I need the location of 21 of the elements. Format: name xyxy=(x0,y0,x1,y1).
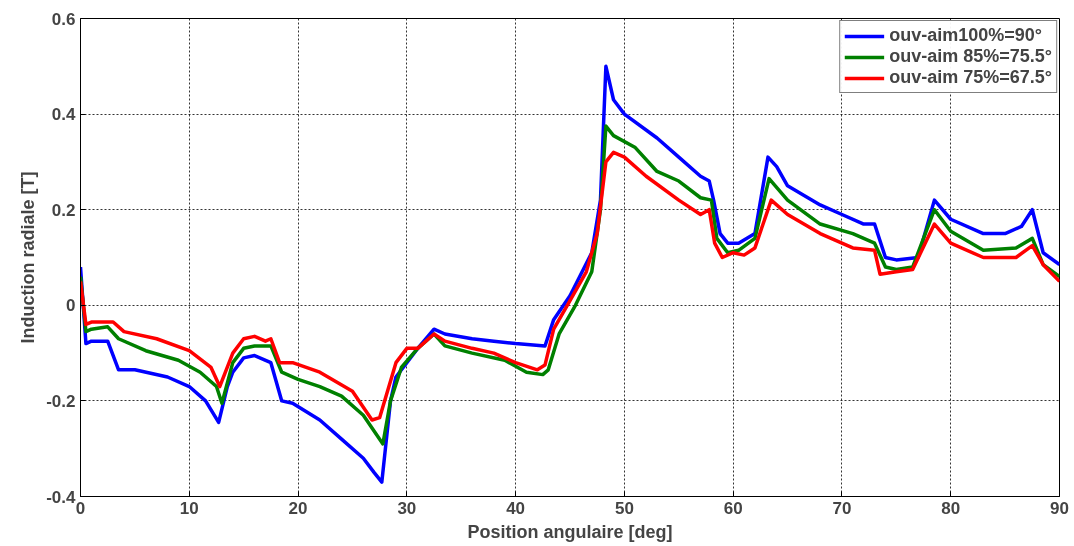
x-axis-title: Position angulaire [deg] xyxy=(467,521,673,542)
y-tick-label: 0.4 xyxy=(51,105,77,125)
x-tick-label: 40 xyxy=(506,498,526,518)
x-tick-label: 10 xyxy=(179,498,199,518)
legend-label: ouv-aim100%=90° xyxy=(889,25,1042,46)
x-tick-label: 60 xyxy=(723,498,743,518)
x-tick-label: 50 xyxy=(614,498,634,518)
legend-label: ouv-aim 75%=67.5° xyxy=(889,67,1052,88)
x-tick-label: 30 xyxy=(397,498,417,518)
y-axis-title: Induction radiale [T] xyxy=(18,171,39,344)
line-series xyxy=(80,150,1060,422)
x-tick-label: 90 xyxy=(1050,498,1069,518)
y-tick-label: -0.2 xyxy=(46,391,76,411)
legend-label: ouv-aim 85%=75.5° xyxy=(889,46,1052,67)
y-tick-label: 0.2 xyxy=(51,200,76,220)
x-tick-label: 80 xyxy=(941,498,961,518)
y-tick-label: 0 xyxy=(66,296,76,316)
y-tick-label: -0.4 xyxy=(46,487,77,507)
x-tick-label: 70 xyxy=(832,498,852,518)
x-tick-label: 20 xyxy=(288,498,308,518)
y-tick-label: 0.6 xyxy=(51,9,76,29)
